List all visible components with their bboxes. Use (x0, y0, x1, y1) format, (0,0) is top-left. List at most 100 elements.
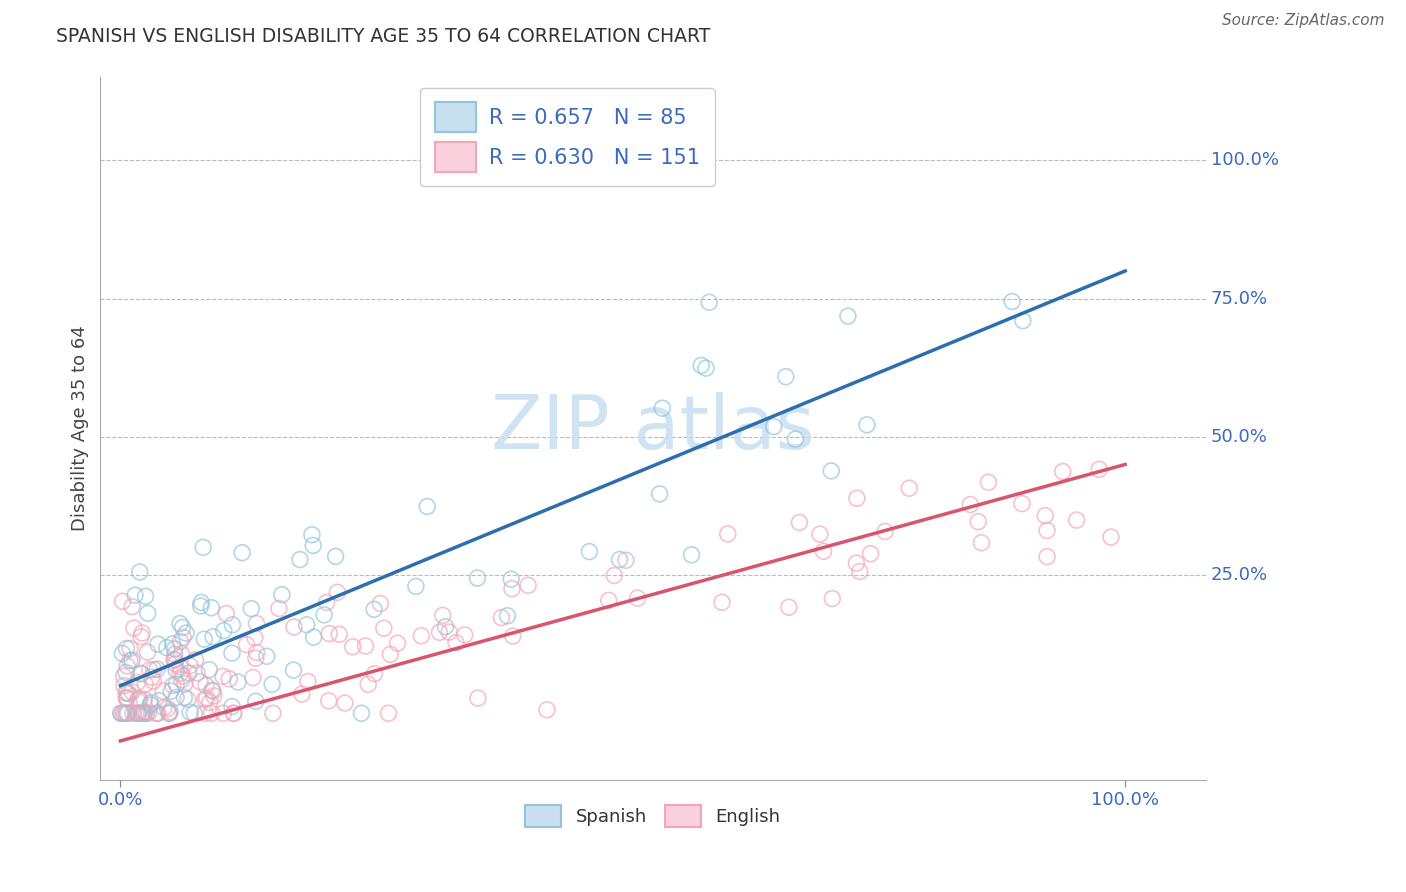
Point (115, 686, 138, 700)
Point (146, 706, 169, 721)
Point (128, 706, 150, 721)
Point (212, 706, 235, 721)
Point (491, 610, 513, 624)
Point (598, 593, 620, 607)
Point (183, 706, 205, 721)
Point (837, 309, 859, 323)
Point (270, 588, 292, 602)
Point (437, 625, 460, 640)
Point (432, 608, 454, 623)
Point (318, 694, 340, 708)
Point (142, 663, 165, 677)
Point (517, 578, 540, 592)
Point (163, 641, 186, 656)
Point (454, 628, 477, 642)
Point (267, 601, 290, 615)
Point (127, 693, 149, 707)
Point (1036, 524, 1059, 538)
Point (467, 571, 489, 585)
Point (256, 649, 278, 664)
Point (318, 626, 340, 640)
Point (162, 678, 184, 692)
Point (444, 635, 467, 649)
Point (821, 591, 844, 606)
Point (333, 696, 356, 710)
Point (302, 630, 325, 644)
Point (221, 699, 243, 714)
Point (152, 684, 174, 698)
Point (297, 674, 319, 689)
Point (363, 602, 385, 616)
Point (856, 417, 879, 432)
Point (195, 678, 218, 692)
Point (246, 646, 269, 660)
Point (1088, 462, 1111, 476)
Point (1099, 530, 1122, 544)
Point (695, 361, 717, 376)
Point (173, 676, 195, 690)
Point (350, 706, 373, 721)
Point (434, 620, 457, 634)
Point (200, 600, 222, 615)
Point (411, 629, 433, 643)
Point (173, 690, 195, 705)
Point (536, 703, 558, 717)
Point (467, 691, 489, 706)
Point (848, 565, 870, 579)
Point (179, 705, 201, 719)
Point (162, 637, 184, 651)
Point (115, 691, 138, 706)
Point (202, 689, 225, 703)
Point (174, 626, 197, 640)
Point (262, 677, 284, 691)
Point (813, 544, 835, 558)
Point (245, 694, 267, 708)
Point (609, 552, 631, 566)
Point (1011, 497, 1033, 511)
Point (211, 669, 233, 683)
Point (222, 706, 245, 721)
Point (235, 638, 257, 652)
Point (193, 632, 215, 647)
Point (222, 706, 245, 721)
Point (325, 549, 347, 564)
Point (212, 624, 235, 638)
Point (603, 568, 626, 582)
Point (845, 556, 868, 570)
Point (142, 674, 165, 689)
Point (243, 631, 266, 645)
Point (160, 684, 183, 698)
Point (959, 498, 981, 512)
Point (146, 662, 169, 676)
Point (131, 706, 153, 721)
Point (1052, 465, 1074, 479)
Point (170, 673, 193, 687)
Text: 75.0%: 75.0% (1211, 290, 1268, 308)
Point (191, 541, 214, 555)
Point (153, 700, 176, 714)
Point (134, 677, 156, 691)
Point (967, 515, 990, 529)
Point (110, 706, 132, 721)
Point (200, 706, 222, 721)
Point (131, 666, 153, 681)
Point (157, 706, 180, 721)
Point (648, 487, 671, 501)
Point (775, 369, 797, 384)
Point (111, 706, 134, 721)
Point (711, 595, 734, 609)
Point (762, 419, 785, 434)
Point (614, 553, 637, 567)
Point (240, 601, 263, 615)
Point (156, 640, 179, 655)
Point (363, 666, 385, 681)
Text: ZIP atlas: ZIP atlas (491, 392, 814, 465)
Point (785, 432, 807, 446)
Point (184, 653, 207, 667)
Point (262, 706, 284, 721)
Point (124, 588, 146, 602)
Point (201, 683, 224, 698)
Point (138, 706, 160, 721)
Point (169, 666, 191, 681)
Point (165, 657, 187, 671)
